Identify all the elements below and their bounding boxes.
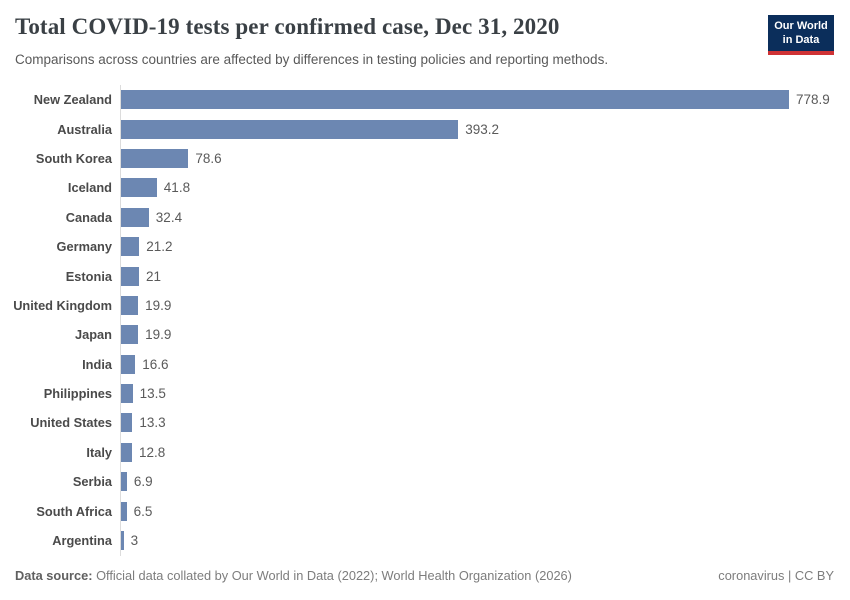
country-label: South Korea [35,150,112,166]
y-axis-line [120,85,121,556]
bar-track: 19.9 [121,325,850,345]
bar-track: 21.2 [121,237,850,257]
bar-value-label: 16.6 [142,356,169,372]
bar-value-label: 21.2 [146,239,173,255]
bar-track: 78.6 [121,148,850,168]
bar-value-label: 3 [130,533,139,549]
bar-track: 19.9 [121,295,850,315]
bar-value-label: 6.5 [133,503,153,519]
bar-chart: New Zealand 778.9 Australia 393.2 South Kore… [0,85,850,556]
bar-row: South Africa 6.5 [0,496,850,525]
bar[interactable] [121,178,157,198]
country-label: Japan [75,327,112,343]
bar[interactable] [121,354,136,374]
data-source-text: Official data collated by Our World in D… [92,568,572,583]
bar-value-label: 19.9 [145,297,172,313]
bar-row: United Kingdom 19.9 [0,291,850,320]
page-title: Total COVID-19 tests per confirmed case,… [15,14,560,39]
bar-track: 778.9 [121,90,850,110]
owid-logo-line1: Our World [774,20,828,32]
country-label: India [82,356,112,372]
bar[interactable] [121,472,127,492]
bar-track: 393.2 [121,119,850,139]
bar-track: 12.8 [121,442,850,462]
bar-value-label: 13.5 [139,386,166,402]
bar-row: Iceland 41.8 [0,173,850,202]
bar-row: Estonia 21 [0,261,850,290]
bar-value-label: 32.4 [155,209,183,225]
bar[interactable] [121,119,459,139]
bar-track: 13.5 [121,384,850,404]
bar-track: 16.6 [121,354,850,374]
country-label: New Zealand [33,92,112,108]
bar-row: Japan 19.9 [0,320,850,349]
bar[interactable] [121,266,139,286]
bar-row: Philippines 13.5 [0,379,850,408]
bar-value-label: 41.8 [163,180,191,196]
country-label: Italy [86,444,112,460]
bar-value-label: 13.3 [139,415,166,431]
owid-logo-line2: in Data [782,34,820,47]
page-subtitle: Comparisons across countries are affecte… [15,52,609,67]
footer: Data source: Official data collated by O… [15,568,834,583]
bar-track: 6.5 [121,501,850,521]
bar-value-label: 393.2 [465,121,499,137]
country-label: Serbia [72,474,112,490]
license-note[interactable]: coronavirus | CC BY [718,568,834,583]
country-label: United States [30,415,112,431]
bar-value-label: 12.8 [139,444,166,460]
country-label: Australia [57,121,112,137]
bar-rows: New Zealand 778.9 Australia 393.2 South Kore… [0,85,850,556]
bar-row: Argentina 3 [0,526,850,555]
data-source-label: Data source: [15,568,93,583]
country-label: Canada [65,209,112,225]
bar-row: Canada 32.4 [0,203,850,232]
owid-logo[interactable]: Our World in Data [768,15,834,55]
country-label: South Africa [36,503,112,519]
country-label: Philippines [43,386,112,402]
bar[interactable] [121,384,133,404]
bar-value-label: 21 [146,268,162,284]
bar-row: Serbia 6.9 [0,467,850,496]
bar[interactable] [121,325,139,345]
bar-row: Italy 12.8 [0,438,850,467]
bar[interactable] [121,237,140,257]
bar-row: Australia 393.2 [0,114,850,143]
bar[interactable] [121,90,789,110]
bar-track: 3 [121,531,850,551]
bar-track: 41.8 [121,178,850,198]
bar-track: 13.3 [121,413,850,433]
bar[interactable] [121,295,139,315]
country-label: Iceland [67,180,112,196]
bar-value-label: 19.9 [145,327,172,343]
bar-track: 6.9 [121,472,850,492]
bar-value-label: 78.6 [195,150,222,166]
country-label: Argentina [52,533,112,549]
bar-track: 21 [121,266,850,286]
bar[interactable] [121,413,133,433]
bar-row: New Zealand 778.9 [0,85,850,114]
bar-value-label: 778.9 [796,92,830,108]
bar-row: South Korea 78.6 [0,144,850,173]
country-label: United Kingdom [13,297,112,313]
country-label: Estonia [65,268,112,284]
bar-value-label: 6.9 [133,474,153,490]
country-label: Germany [56,239,112,255]
bar[interactable] [121,442,132,462]
bar[interactable] [121,148,189,168]
bar[interactable] [121,207,149,227]
bar[interactable] [121,531,124,551]
bar[interactable] [121,501,127,521]
bar-row: Germany 21.2 [0,232,850,261]
bar-row: United States 13.3 [0,408,850,437]
bar-track: 32.4 [121,207,850,227]
data-source-note: Data source: Official data collated by O… [15,568,572,583]
bar-row: India 16.6 [0,350,850,379]
